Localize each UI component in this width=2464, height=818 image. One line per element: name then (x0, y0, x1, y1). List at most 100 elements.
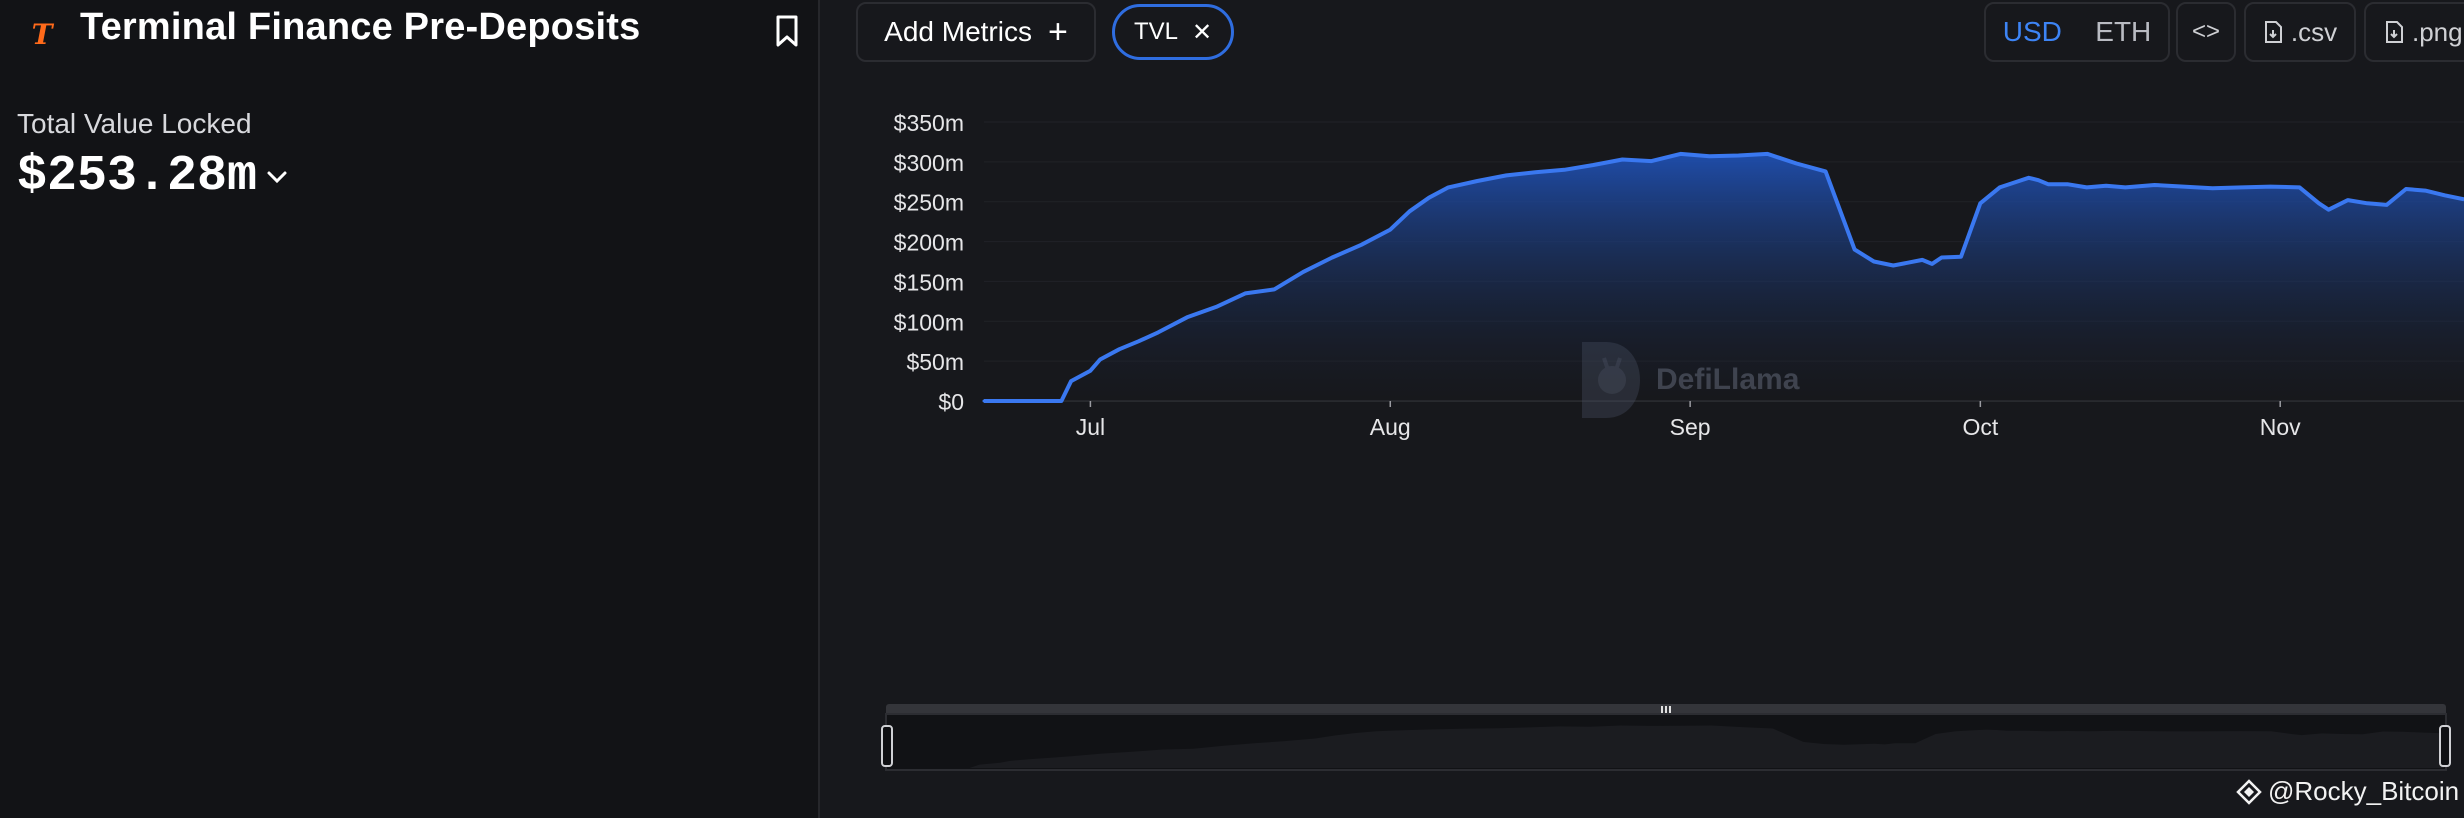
brush-preview-area (888, 725, 2444, 768)
data-point (1620, 158, 1624, 161)
metric-pill-label: TVL (1133, 18, 1178, 45)
watermark: DefiLlama (1576, 340, 1799, 420)
tvl-label: Total Value Locked (17, 108, 252, 139)
data-point (2404, 187, 2408, 191)
watermark-text: DefiLlama (1656, 363, 1800, 396)
code-icon: <> (2191, 18, 2221, 45)
data-point (1408, 209, 1412, 213)
data-point (1766, 152, 1769, 156)
file-download-icon (2264, 21, 2282, 43)
x-tick-label: Nov (2260, 414, 2301, 440)
add-metrics-button[interactable]: Add Metrics + (856, 2, 1096, 62)
binance-square-icon (2236, 778, 2262, 805)
data-point (2269, 185, 2272, 189)
y-tick-label: $50m (906, 349, 964, 375)
data-point (2423, 189, 2427, 193)
x-tick-label: Aug (1370, 414, 1411, 440)
data-point (2317, 201, 2321, 205)
data-point (1930, 262, 1934, 266)
data-point (2240, 185, 2243, 189)
data-point (2085, 185, 2089, 189)
tvl-area (984, 153, 2464, 401)
brush-handle-left[interactable] (881, 725, 893, 767)
file-download-icon (2386, 21, 2403, 43)
csv-label: .csv (2290, 16, 2338, 47)
data-point (1137, 339, 1141, 343)
download-csv-button[interactable]: .csv (2244, 2, 2356, 62)
data-point (1872, 260, 1876, 263)
data-point (2065, 182, 2069, 186)
data-point (1891, 264, 1895, 267)
data-point (1021, 399, 1025, 403)
bookmark-icon[interactable] (772, 14, 802, 48)
download-png-button[interactable]: .png (2364, 2, 2464, 62)
data-point (2017, 179, 2021, 183)
data-point (2046, 182, 2050, 186)
chevron-down-icon[interactable] (264, 168, 290, 186)
data-point (1853, 248, 1857, 251)
add-metrics-label: Add Metrics (884, 16, 1032, 47)
data-point (1117, 347, 1121, 351)
currency-eth-button[interactable]: ETH (2095, 16, 2152, 47)
data-point (1427, 196, 1431, 200)
brush-handle-right[interactable] (2439, 725, 2451, 767)
protocol-logo-glyph: T (31, 17, 53, 51)
x-tick-label: Sep (1670, 414, 1711, 440)
currency-usd-button[interactable]: USD (2002, 16, 2062, 47)
png-label: .png (2412, 16, 2463, 47)
data-point (2211, 186, 2214, 190)
data-point (1940, 256, 1944, 259)
data-point (1591, 163, 1595, 167)
data-point (2123, 185, 2127, 189)
data-point (1088, 369, 1092, 373)
data-point (1272, 287, 1276, 291)
range-brush[interactable] (881, 704, 2451, 771)
protocol-logo: T (22, 14, 62, 54)
data-point (982, 399, 986, 403)
data-point (1388, 228, 1392, 232)
data-point (1533, 170, 1537, 174)
protocol-panel: T Terminal Finance Pre-Deposits Total Va… (0, 0, 820, 818)
data-point (2298, 185, 2302, 189)
data-point (1214, 305, 1218, 309)
x-axis: Jul Aug Sep Oct Nov (1076, 401, 2301, 440)
data-point (1330, 256, 1334, 259)
data-point (1998, 185, 2002, 189)
data-point (1098, 358, 1102, 361)
data-point (1679, 152, 1682, 156)
embed-button[interactable]: <> (2176, 2, 2236, 62)
data-point (1156, 330, 1160, 334)
plus-icon: + (1047, 13, 1068, 51)
data-point (1959, 255, 1963, 259)
credit-text: @Rocky_Bitcoin (2268, 776, 2460, 806)
data-point (1301, 270, 1305, 274)
data-point (1978, 201, 1982, 205)
data-point (2104, 184, 2108, 188)
data-point (1475, 179, 1479, 183)
brush-grip-icon[interactable] (1661, 706, 1671, 713)
close-icon[interactable]: ✕ (1191, 18, 1213, 46)
data-point (1504, 173, 1508, 177)
currency-toggle: USD ETH (1984, 2, 2170, 62)
data-point (1708, 154, 1711, 158)
data-point (2153, 183, 2156, 187)
data-point (2365, 201, 2369, 205)
data-point (1737, 154, 1740, 157)
tvl-chart: $0 $50m $100m $150m $200m $250m $300m $350m Jul… (881, 110, 2464, 771)
data-point (2443, 193, 2447, 197)
y-axis: $0 $50m $100m $150m $200m $250m $300m $350m (894, 110, 964, 415)
data-point (2385, 203, 2389, 207)
metric-pill-tvl[interactable]: TVL ✕ (1112, 4, 1234, 60)
data-point (1824, 169, 1828, 173)
data-point (2036, 178, 2040, 182)
y-tick-label: $350m (894, 110, 964, 136)
data-point (1069, 379, 1073, 383)
credit-line: @Rocky_Bitcoin (2236, 776, 2459, 807)
y-tick-label: $150m (894, 269, 964, 295)
page-title: Terminal Finance Pre-Deposits (80, 6, 641, 48)
data-point (2027, 176, 2031, 180)
tvl-value: $253.28m (17, 148, 258, 205)
data-point (2182, 185, 2185, 189)
data-point (2327, 208, 2331, 212)
x-tick-label: Jul (1076, 414, 1105, 440)
